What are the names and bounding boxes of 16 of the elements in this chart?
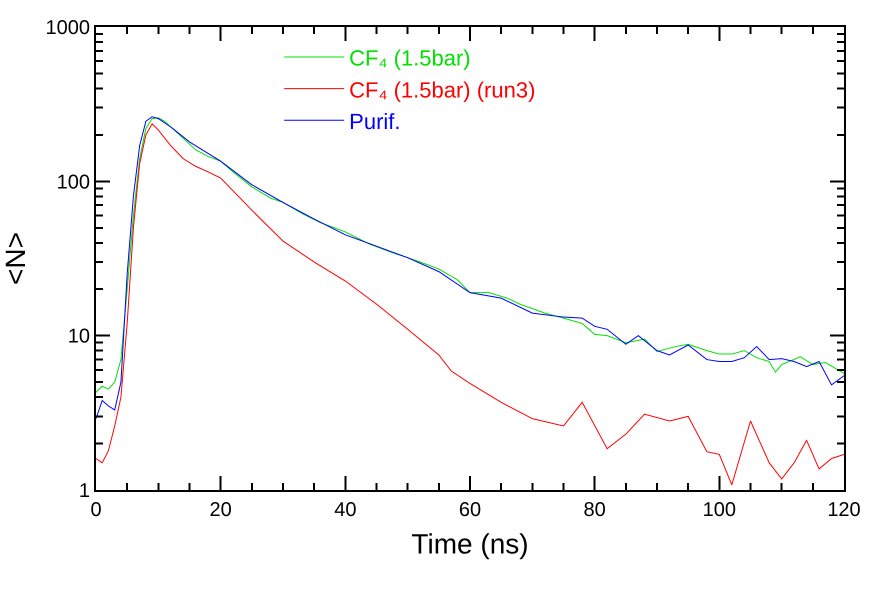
x-tick-label: 60 — [458, 499, 482, 521]
legend-label: CF₄ (1.5bar) — [349, 46, 471, 71]
x-axis-title: Time (ns) — [411, 528, 529, 560]
x-tick-label: 120 — [827, 499, 861, 521]
y-tick-label: 1000 — [46, 17, 90, 39]
x-tick-label: 100 — [702, 499, 736, 521]
legend-label: CF₄ (1.5bar) (run3) — [349, 77, 536, 102]
y-tick-label: 10 — [68, 326, 90, 348]
y-tick-label: 1 — [78, 480, 90, 502]
x-tick-label: 0 — [90, 499, 102, 521]
legend-label: Purif. — [349, 108, 401, 134]
x-tick-label: 80 — [584, 499, 606, 521]
x-tick-label: 20 — [210, 499, 232, 521]
x-tick-label: 40 — [334, 499, 356, 521]
y-tick-label: 100 — [56, 171, 90, 194]
y-axis-title: <N> — [0, 232, 31, 285]
